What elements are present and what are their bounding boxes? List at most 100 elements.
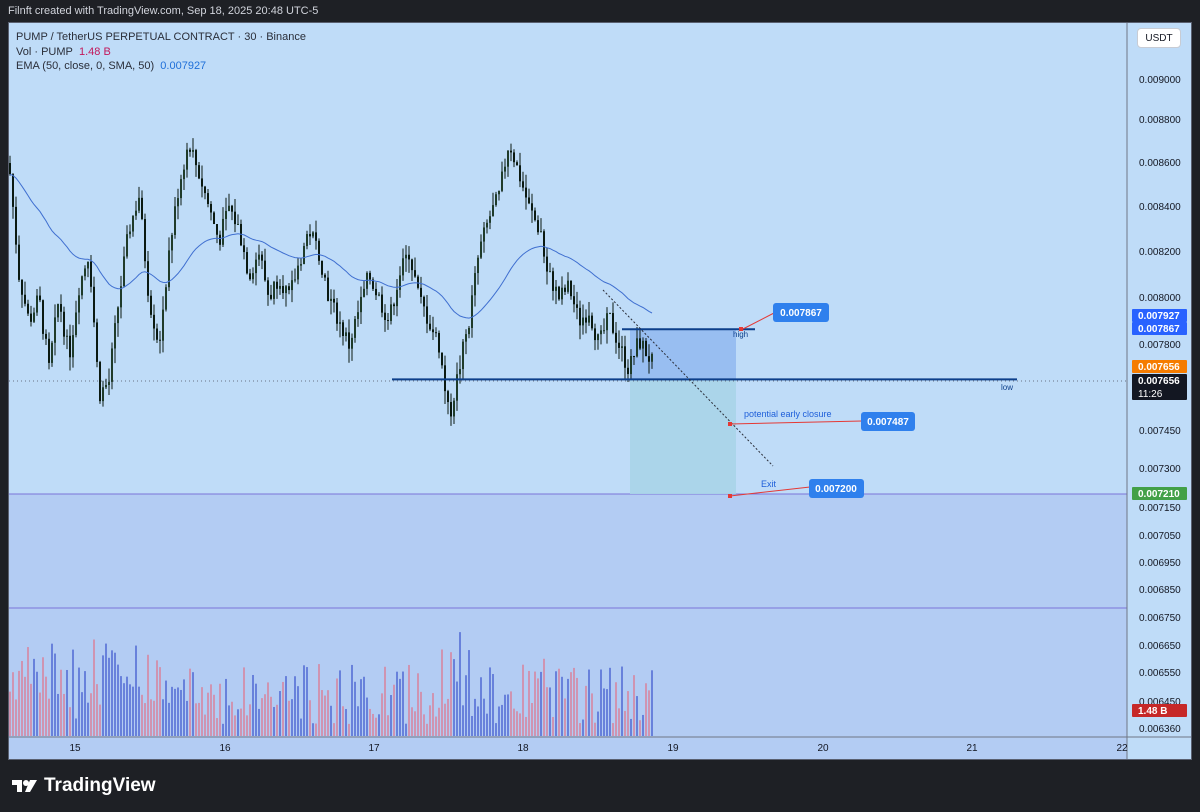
candle-body — [369, 272, 371, 280]
volume-bar — [564, 698, 566, 736]
volume-bar — [102, 655, 104, 736]
volume-bar — [603, 688, 605, 736]
volume-bar — [144, 703, 146, 736]
price-tag — [1132, 360, 1187, 373]
volume-bar — [447, 698, 449, 736]
volume-bar — [426, 723, 428, 736]
volume-bar — [264, 694, 266, 736]
volume-bar — [531, 703, 533, 736]
candle-body — [162, 309, 164, 341]
early-closure-dot — [728, 422, 732, 426]
volume-bar — [372, 713, 374, 736]
tradingview-logo: TradingView — [12, 775, 156, 797]
volume-bar — [252, 674, 254, 736]
candle-body — [126, 234, 128, 257]
volume-bar — [549, 687, 551, 736]
candle-body — [270, 294, 272, 299]
candle-body — [111, 348, 113, 382]
volume-bar — [87, 702, 89, 736]
volume-bar — [198, 702, 200, 736]
volume-bar — [492, 674, 494, 736]
volume-bar — [189, 668, 191, 736]
candle-body — [249, 273, 251, 280]
price-tag-text: 1.48 B — [1138, 706, 1167, 717]
volume-bar — [195, 703, 197, 736]
exit-text: 0.007200 — [815, 484, 857, 495]
volume-bar — [168, 702, 170, 736]
candle-body — [66, 335, 68, 337]
volume-bar — [33, 658, 35, 736]
volume-bar — [201, 687, 203, 736]
candle-body — [609, 313, 611, 315]
volume-bar — [417, 673, 419, 736]
candle-body — [78, 295, 80, 313]
candle-body — [618, 342, 620, 348]
volume-bar — [318, 664, 320, 736]
candle-body — [525, 187, 527, 198]
volume-bar — [390, 695, 392, 736]
candle-body — [645, 340, 647, 357]
volume-bar — [552, 717, 554, 736]
candle-body — [393, 304, 395, 307]
volume-bar — [183, 679, 185, 736]
volume-bar — [357, 706, 359, 736]
candle-body — [522, 181, 524, 188]
candle-body — [201, 178, 203, 187]
volume-bar — [609, 667, 611, 736]
price-tag — [1132, 374, 1187, 400]
candle-body — [258, 254, 260, 260]
volume-bar — [477, 706, 479, 736]
candle-body — [489, 216, 491, 223]
candle-body — [462, 341, 464, 370]
volume-bar — [615, 682, 617, 736]
candle-body — [387, 320, 389, 322]
volume-bar — [246, 715, 248, 736]
candle-body — [225, 210, 227, 219]
volume-bar — [321, 690, 323, 736]
candle-body — [531, 203, 533, 211]
candle-body — [384, 312, 386, 321]
price-chart[interactable]: 0.007867 high low potential early closure 0.… — [9, 23, 1191, 759]
volume-bar — [519, 713, 521, 736]
volume-bar — [171, 686, 173, 736]
candle-body — [540, 231, 542, 233]
volume-bar — [465, 675, 467, 736]
volume-bar — [63, 693, 65, 736]
volume-bar — [282, 681, 284, 736]
time-tick-label: 15 — [69, 743, 81, 754]
candle-body — [363, 288, 365, 297]
candle-body — [555, 286, 557, 291]
volume-bar — [279, 691, 281, 736]
candle-body — [606, 313, 608, 331]
volume-bar — [444, 703, 446, 736]
candle-body — [279, 285, 281, 289]
volume-bar — [468, 650, 470, 736]
candle-body — [432, 329, 434, 333]
volume-bar — [360, 679, 362, 736]
candle-body — [96, 322, 98, 362]
volume-bar — [348, 723, 350, 736]
volume-bar — [636, 696, 638, 736]
candle-body — [399, 275, 401, 290]
exit-dot — [728, 494, 732, 498]
currency-button[interactable]: USDT — [1137, 28, 1181, 48]
volume-bar — [276, 704, 278, 736]
candle-body — [558, 286, 560, 300]
volume-bar — [42, 657, 44, 736]
candle-body — [642, 340, 644, 349]
candle-body — [468, 327, 470, 335]
candle-body — [285, 286, 287, 294]
volume-bar — [120, 676, 122, 736]
price-tick-label: 0.006950 — [1139, 558, 1181, 569]
candle-body — [330, 298, 332, 301]
candle-body — [174, 206, 176, 235]
candle-body — [411, 259, 413, 271]
candle-body — [381, 294, 383, 313]
volume-bar — [249, 704, 251, 736]
candle-body — [192, 150, 194, 152]
candle-body — [30, 313, 32, 322]
volume-bar — [207, 692, 209, 736]
high-callout-dot — [739, 327, 743, 331]
price-tick-label: 0.007150 — [1139, 503, 1181, 514]
early-closure-label: potential early closure — [744, 409, 832, 419]
